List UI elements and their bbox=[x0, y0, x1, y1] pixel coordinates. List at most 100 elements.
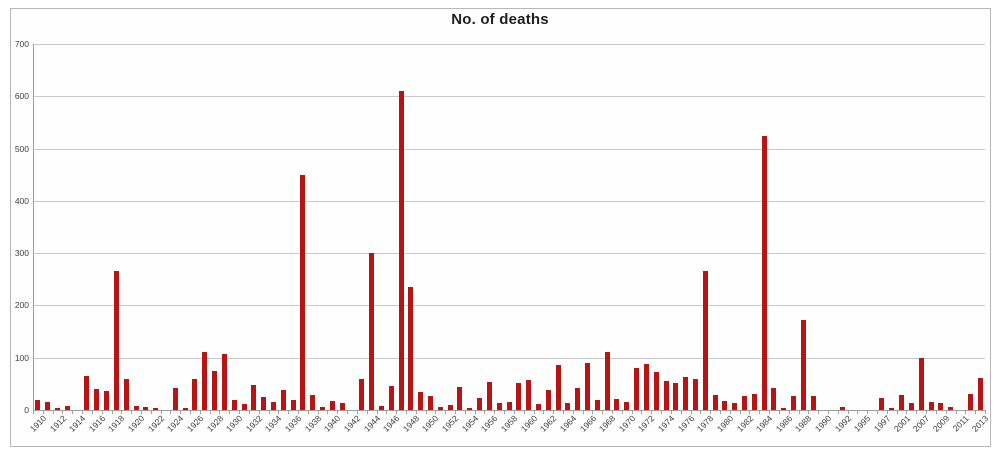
x-axis-tick bbox=[131, 410, 133, 414]
bar bbox=[624, 401, 630, 410]
x-axis-tick bbox=[190, 410, 192, 414]
x-axis-tick bbox=[886, 410, 888, 414]
x-axis-tick bbox=[935, 410, 937, 414]
bar bbox=[653, 372, 659, 410]
x-axis-tick bbox=[278, 410, 280, 414]
bar bbox=[800, 320, 806, 410]
x-axis-tick bbox=[906, 410, 908, 414]
bar bbox=[555, 364, 561, 410]
bar bbox=[565, 403, 571, 410]
x-axis-tick bbox=[602, 410, 604, 414]
bar bbox=[182, 408, 188, 410]
bar bbox=[673, 383, 679, 410]
bar bbox=[212, 370, 218, 410]
x-axis-tick bbox=[356, 410, 358, 414]
bar bbox=[604, 352, 610, 410]
x-axis-tick bbox=[307, 410, 309, 414]
x-axis-tick bbox=[464, 410, 466, 414]
x-axis-tick bbox=[749, 410, 751, 414]
bar bbox=[329, 400, 335, 410]
x-axis-tick bbox=[808, 410, 810, 414]
bar bbox=[113, 271, 119, 410]
x-axis-tick bbox=[631, 410, 633, 414]
x-axis-tick bbox=[621, 410, 623, 414]
bar bbox=[722, 401, 728, 410]
bar bbox=[359, 378, 365, 410]
x-axis-tick bbox=[82, 410, 84, 414]
x-axis-tick bbox=[975, 410, 977, 414]
x-axis-tick bbox=[847, 410, 849, 414]
bar bbox=[977, 377, 983, 410]
x-axis-tick bbox=[229, 410, 231, 414]
bar bbox=[663, 380, 669, 410]
x-axis-tick bbox=[42, 410, 44, 414]
bar bbox=[742, 396, 748, 410]
bar bbox=[457, 386, 463, 410]
bar bbox=[241, 403, 247, 410]
x-axis-tick bbox=[877, 410, 879, 414]
gridline bbox=[33, 96, 985, 98]
bar bbox=[545, 389, 551, 410]
bar bbox=[486, 381, 492, 410]
x-axis-tick bbox=[317, 410, 319, 414]
x-axis-tick bbox=[612, 410, 614, 414]
gridline bbox=[33, 44, 985, 45]
bar bbox=[712, 394, 718, 410]
bar bbox=[231, 399, 237, 410]
bar bbox=[104, 390, 110, 410]
bar bbox=[143, 406, 149, 410]
x-axis-tick bbox=[818, 410, 820, 414]
bar bbox=[967, 394, 973, 410]
x-axis-tick bbox=[926, 410, 928, 414]
x-axis-tick bbox=[288, 410, 290, 414]
bar bbox=[948, 406, 954, 410]
bar bbox=[84, 376, 90, 410]
x-axis-tick bbox=[985, 410, 986, 414]
x-axis-tick bbox=[680, 410, 682, 414]
x-axis-tick bbox=[268, 410, 270, 414]
bar bbox=[202, 352, 208, 410]
bar bbox=[899, 395, 905, 410]
bar bbox=[634, 368, 640, 410]
bar bbox=[643, 363, 649, 410]
x-axis-tick bbox=[239, 410, 241, 414]
x-axis-tick bbox=[327, 410, 329, 414]
x-axis-tick bbox=[91, 410, 93, 414]
x-axis-tick bbox=[337, 410, 339, 414]
x-axis-tick bbox=[415, 410, 417, 414]
bar bbox=[123, 378, 129, 410]
bar bbox=[810, 396, 816, 410]
chart-title: No. of deaths bbox=[451, 11, 549, 28]
x-axis-tick bbox=[160, 410, 162, 414]
x-axis-tick bbox=[916, 410, 918, 414]
bar bbox=[683, 377, 689, 410]
bar bbox=[408, 287, 414, 410]
x-axis-tick bbox=[827, 410, 829, 414]
y-axis-line bbox=[33, 44, 34, 414]
x-axis-tick bbox=[690, 410, 692, 414]
x-axis-tick bbox=[347, 410, 349, 414]
x-axis-tick bbox=[582, 410, 584, 414]
x-axis-tick bbox=[513, 410, 515, 414]
bar bbox=[516, 382, 522, 410]
bar bbox=[45, 402, 51, 410]
x-axis-tick bbox=[111, 410, 113, 414]
bar bbox=[418, 391, 424, 410]
y-axis-label: 300 bbox=[14, 248, 29, 259]
x-axis-tick bbox=[494, 410, 496, 414]
bar bbox=[398, 91, 404, 410]
bar bbox=[310, 395, 316, 410]
bar bbox=[192, 378, 198, 410]
bar bbox=[300, 174, 306, 410]
bar bbox=[153, 408, 159, 410]
y-axis-label: 100 bbox=[14, 352, 29, 363]
x-axis-tick bbox=[386, 410, 388, 414]
x-axis-tick bbox=[572, 410, 574, 414]
x-axis-tick bbox=[140, 410, 142, 414]
bar bbox=[771, 388, 777, 410]
x-axis-tick bbox=[739, 410, 741, 414]
x-axis-tick bbox=[396, 410, 398, 414]
x-axis-tick bbox=[52, 410, 54, 414]
bar bbox=[133, 405, 139, 410]
